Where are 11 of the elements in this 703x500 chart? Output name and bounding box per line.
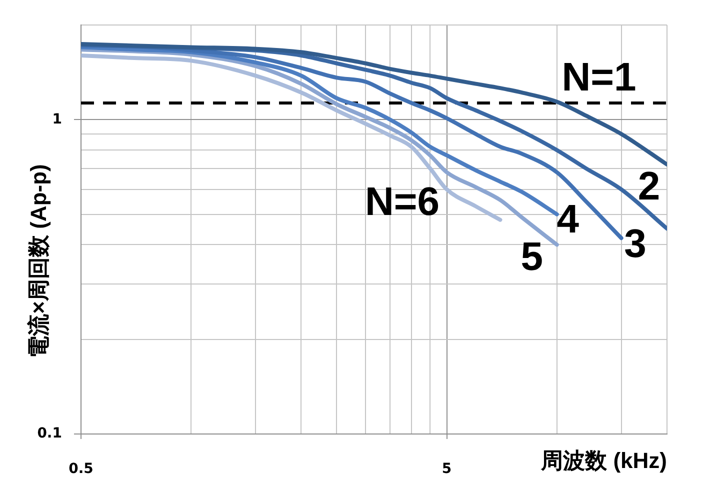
series-label: 5 xyxy=(520,234,544,279)
series-label: 2 xyxy=(638,164,660,209)
series-label: 4 xyxy=(556,197,580,242)
y-axis-title: 電流×周回数 (Ap-p) xyxy=(26,164,52,358)
x-axis-title: 周波数 (kHz) xyxy=(540,448,667,473)
y-tick-label: 0.1 xyxy=(37,426,62,442)
y-tick-label: 1 xyxy=(52,111,62,128)
series-label: 3 xyxy=(624,222,646,266)
series-label: N=6 xyxy=(364,180,440,224)
x-tick-label: 0.5 xyxy=(68,461,94,478)
series-label: N=1 xyxy=(562,56,636,100)
